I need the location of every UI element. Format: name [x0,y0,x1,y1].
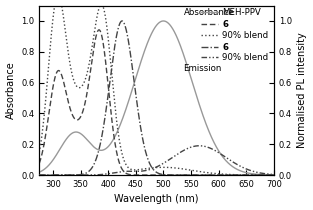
Y-axis label: Absorbance: Absorbance [6,61,16,119]
Text: Emission: Emission [183,64,222,73]
Y-axis label: Normalised PL intensity: Normalised PL intensity [297,32,307,148]
Legend: MEH-PPV, $\mathbf{6}$, 90% blend, $\mathbf{6}$, 90% blend: MEH-PPV, $\mathbf{6}$, 90% blend, $\math… [199,7,269,64]
X-axis label: Wavelength (nm): Wavelength (nm) [114,194,199,205]
Text: Absorbance: Absorbance [183,8,234,17]
